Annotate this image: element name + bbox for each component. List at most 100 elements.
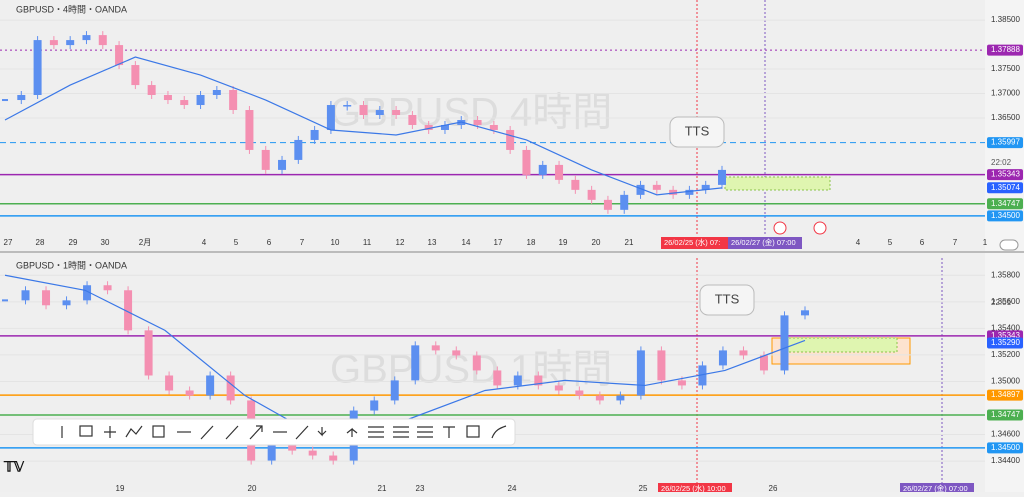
candle xyxy=(657,350,666,381)
price-tag xyxy=(987,198,1023,210)
candle-group xyxy=(522,145,531,179)
candle xyxy=(801,310,809,316)
tool-icon[interactable] xyxy=(368,426,384,438)
symbol-title-bg xyxy=(4,259,154,273)
candle-group xyxy=(206,371,215,400)
candle xyxy=(288,440,297,451)
y-tick-label: 1.35400 xyxy=(991,323,1020,332)
candle-group xyxy=(185,386,194,400)
candle-group xyxy=(229,86,238,115)
candle xyxy=(185,390,194,396)
x-tick-label: 7 xyxy=(300,238,305,247)
x-tick-label: 20 xyxy=(248,484,257,492)
candle-group xyxy=(440,120,449,134)
candle-group xyxy=(359,101,368,120)
time-tag xyxy=(661,237,735,249)
candle xyxy=(620,194,629,210)
x-tick-label: 19 xyxy=(559,238,568,247)
settings-button[interactable] xyxy=(999,239,1019,251)
x-tick-label: 11 xyxy=(363,238,372,247)
callout-label: TTS xyxy=(715,291,740,306)
time-tag-label: 26/02/27 (金) 07:00 xyxy=(731,237,796,247)
candle xyxy=(17,94,26,101)
candle-group xyxy=(657,346,666,385)
x-tick-label: 6 xyxy=(267,238,272,247)
candle xyxy=(115,45,124,66)
tool-icon[interactable] xyxy=(125,425,143,438)
price-tag-label: 1.35343 xyxy=(991,331,1020,340)
x-tick-label: 18 xyxy=(527,238,536,247)
time-tag-label: 26/02/25 (水) 10:00 xyxy=(661,483,726,492)
candle-group xyxy=(636,180,645,199)
candle-group xyxy=(538,160,547,179)
y-tick-label: 1.34600 xyxy=(991,430,1020,439)
candle xyxy=(555,164,564,180)
candle-group xyxy=(616,391,625,405)
price-tag xyxy=(987,137,1023,149)
candle-group xyxy=(739,346,748,360)
tool-icon[interactable] xyxy=(295,425,309,440)
price-tag xyxy=(987,409,1023,421)
candle xyxy=(522,149,531,175)
tool-icon[interactable] xyxy=(104,426,116,438)
candle xyxy=(229,90,238,111)
candle xyxy=(267,440,276,461)
zone xyxy=(724,176,831,191)
candle xyxy=(554,385,563,391)
tool-icon[interactable] xyxy=(225,425,239,440)
tool-icon[interactable] xyxy=(249,425,263,440)
x-tick-label: 12 xyxy=(396,238,405,247)
candle-group xyxy=(636,346,645,400)
symbol-title: GBPUSD・4時間・OANDA xyxy=(16,4,127,14)
candle-group xyxy=(245,106,254,154)
x-tick-label: 7 xyxy=(953,238,958,247)
tool-icon[interactable] xyxy=(393,426,409,438)
candle xyxy=(2,99,8,102)
price-tag-label: 1.35074 xyxy=(991,183,1020,192)
candle xyxy=(595,395,604,401)
y-tick-label: 1.38500 xyxy=(991,15,1020,24)
x-tick-label: 13 xyxy=(428,238,437,247)
candle xyxy=(343,105,352,107)
candle xyxy=(424,124,433,130)
event-flag[interactable] xyxy=(813,221,827,235)
candle-group xyxy=(180,96,189,110)
tool-icon[interactable] xyxy=(79,425,93,437)
y-tick-label: 1.35200 xyxy=(991,350,1020,359)
candle-group xyxy=(620,190,629,214)
event-flag[interactable] xyxy=(773,221,787,235)
tool-icon[interactable] xyxy=(417,426,433,438)
tool-icon[interactable] xyxy=(317,427,327,437)
candle xyxy=(147,85,156,95)
time-tag-label: 26/02/25 (水) 07: xyxy=(664,237,720,247)
candle xyxy=(42,290,51,306)
price-tag-label: 1.35343 xyxy=(991,170,1020,179)
tool-icon[interactable] xyxy=(200,425,214,440)
tool-icon[interactable] xyxy=(346,427,358,437)
candle xyxy=(82,35,91,41)
candle xyxy=(616,395,625,401)
tool-icon[interactable] xyxy=(491,425,507,439)
candle-group xyxy=(587,185,596,204)
candle-group xyxy=(147,81,156,99)
price-tag-label: 1.34897 xyxy=(991,390,1020,399)
y-tick-label: 1.34400 xyxy=(991,456,1020,465)
price-tag-label: 1.34747 xyxy=(991,410,1020,419)
price-tag xyxy=(987,182,1023,194)
candle xyxy=(652,184,661,190)
x-tick-label: 6 xyxy=(920,238,925,247)
candle xyxy=(206,375,215,396)
candle xyxy=(326,105,335,130)
candle-group xyxy=(390,376,399,405)
price-tag xyxy=(987,210,1023,222)
candle-group xyxy=(278,155,287,174)
price-tag xyxy=(987,389,1023,401)
candle xyxy=(62,300,71,306)
tool-icon[interactable] xyxy=(152,425,165,438)
x-tick-label: 4 xyxy=(202,238,207,247)
watermark: GBPUSD 1時間 xyxy=(330,348,612,392)
tool-icon[interactable] xyxy=(443,426,455,438)
tool-icon[interactable] xyxy=(466,425,480,438)
x-tick-label: 28 xyxy=(36,238,45,247)
candle-group xyxy=(17,90,26,105)
